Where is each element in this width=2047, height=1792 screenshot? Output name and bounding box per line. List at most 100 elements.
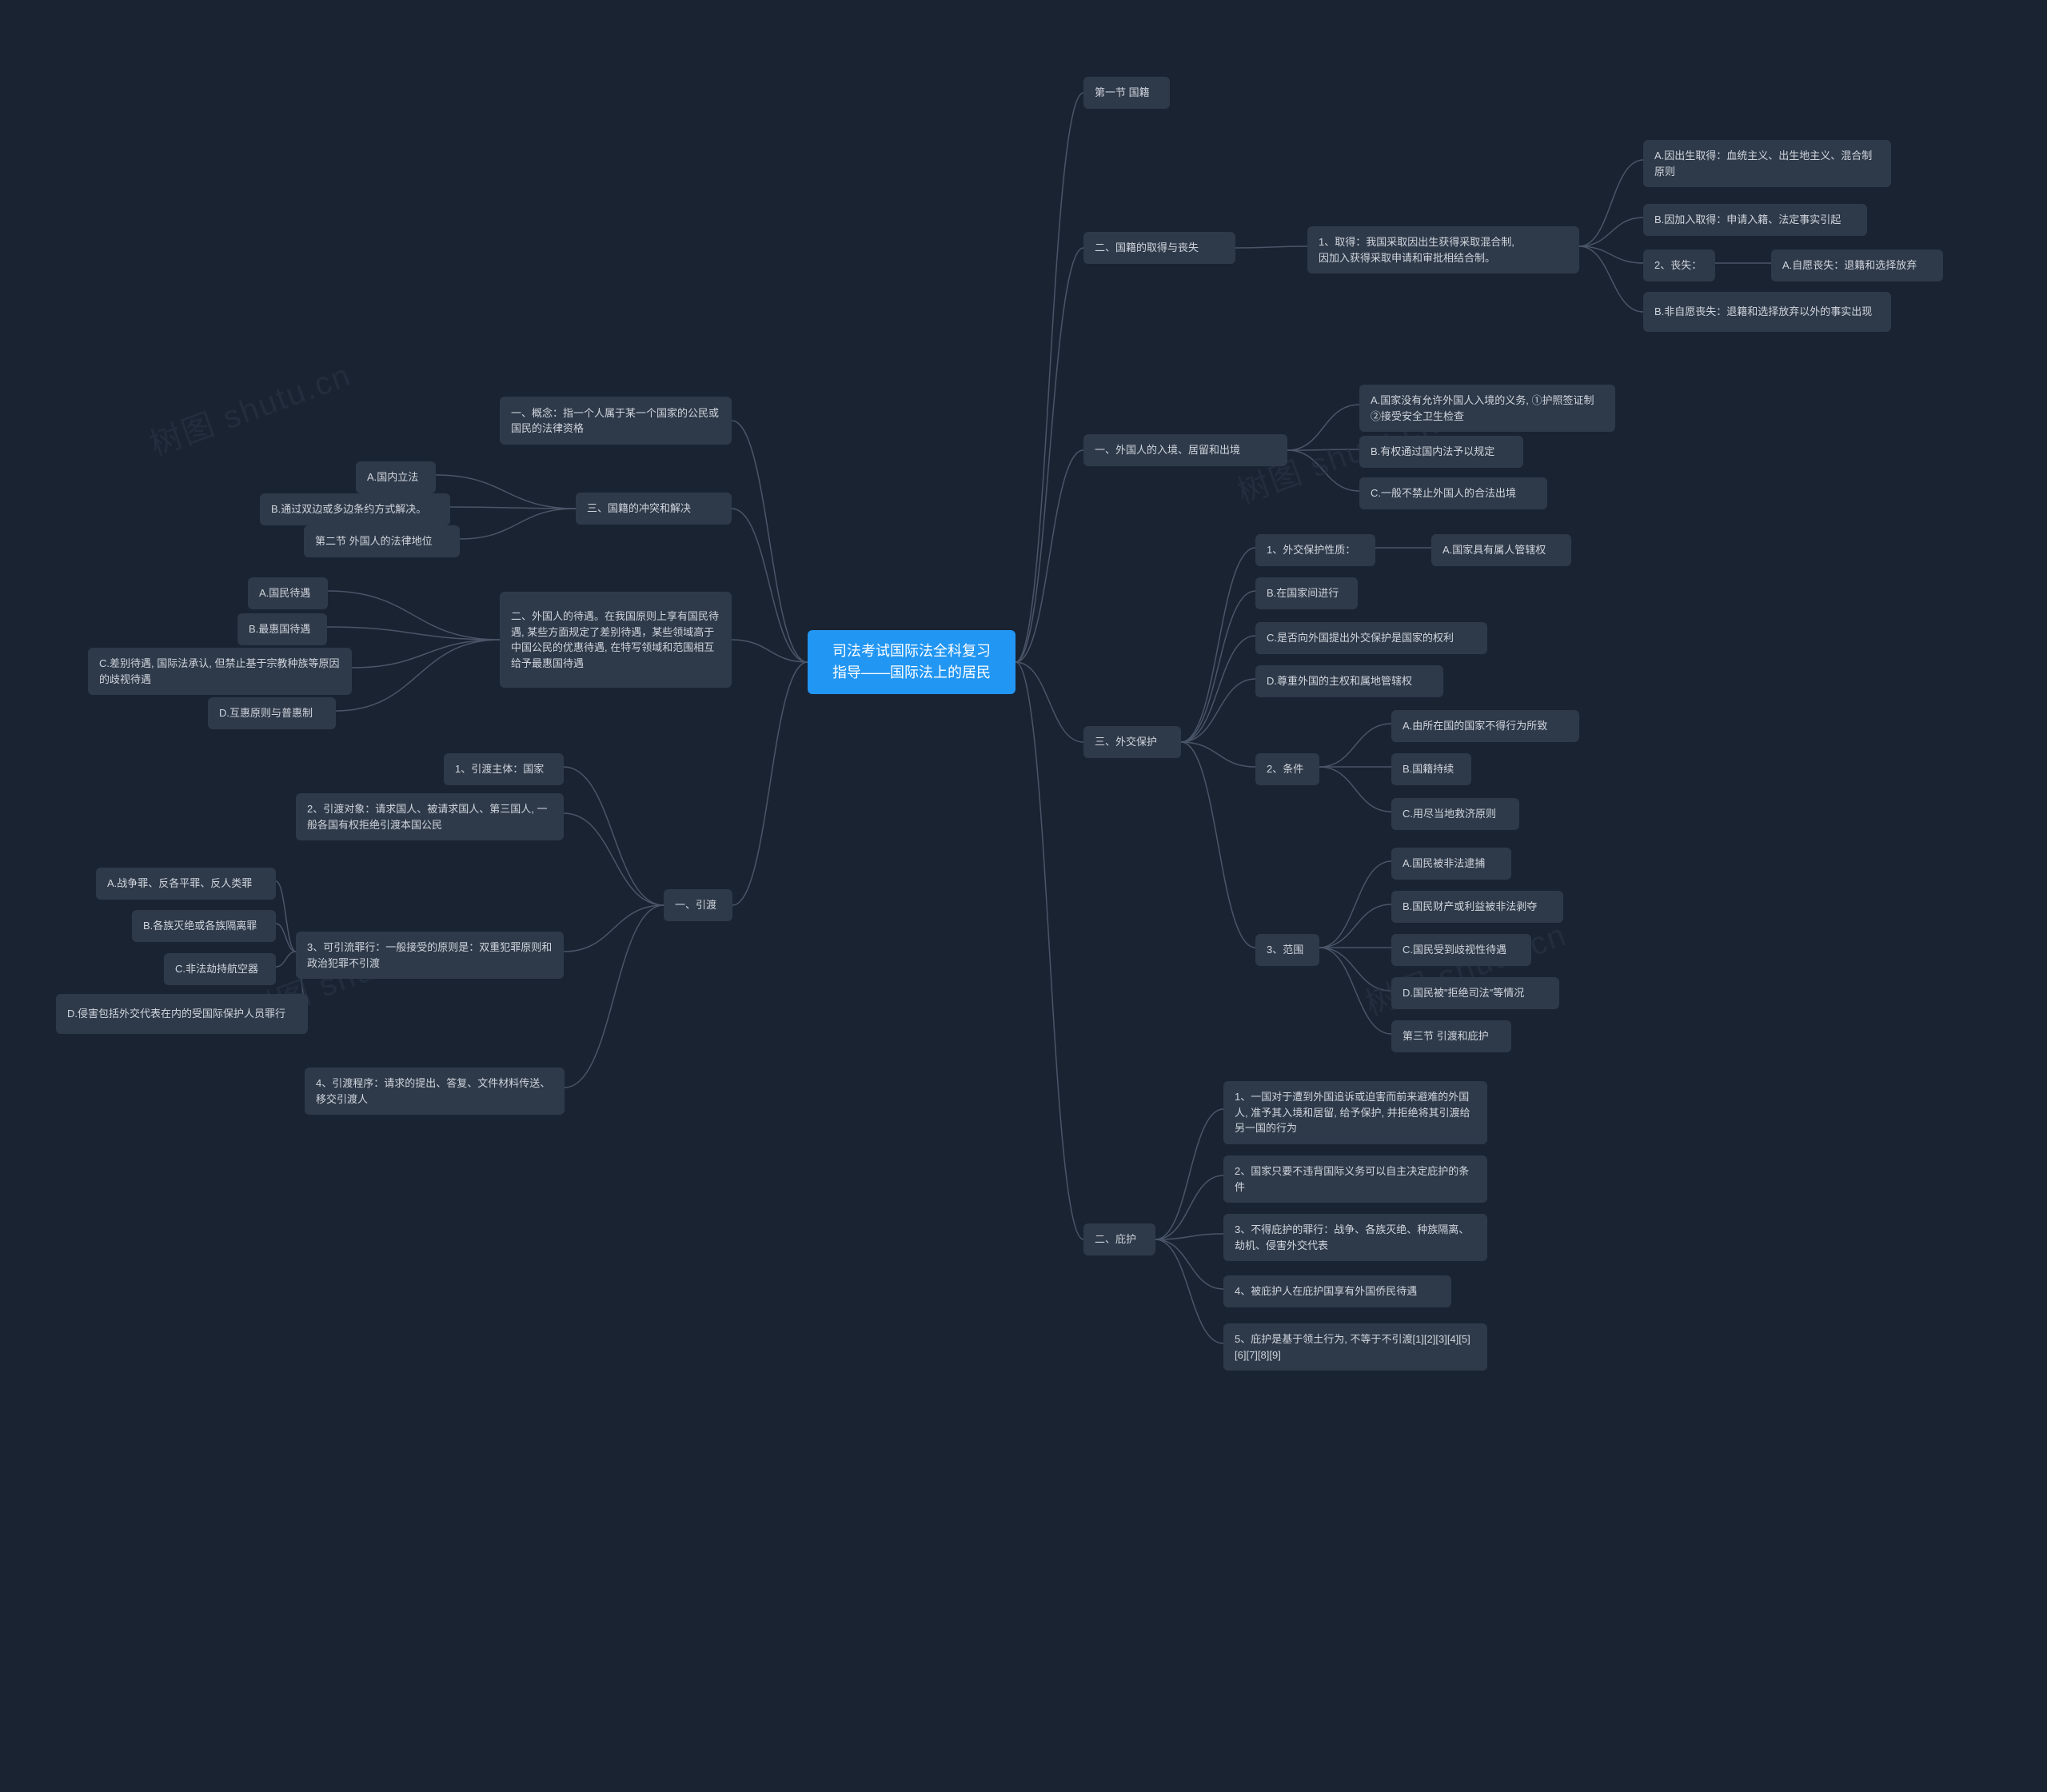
edge xyxy=(1319,948,1391,991)
node-label: 二、外国人的待遇。在我国原则上享有国民待遇, 某些方面规定了差别待遇，某些领域高… xyxy=(511,609,720,671)
node-R_asylum[interactable]: 二、庇护 xyxy=(1083,1223,1155,1255)
edge xyxy=(1181,591,1255,742)
node-R_dipl_1d[interactable]: D.尊重外国的主权和属地管辖权 xyxy=(1255,665,1443,697)
node-label: C.差别待遇, 国际法承认, 但禁止基于宗教种族等原因的歧视待遇 xyxy=(99,656,341,687)
node-label: 1、外交保护性质： xyxy=(1267,542,1355,558)
node-R_dipl_2a[interactable]: A.由所在国的国家不得行为所致 xyxy=(1391,710,1579,742)
node-R_entry_c[interactable]: C.一般不禁止外国人的合法出境 xyxy=(1359,477,1547,509)
node-R_asy_1[interactable]: 1、一国对于遭到外国追诉或迫害而前来避难的外国人, 准予其入境和居留, 给予保护… xyxy=(1223,1081,1487,1144)
node-R_acq_1[interactable]: 1、取得：我国采取因出生获得采取混合制, 因加入获得采取申请和审批相结合制。 xyxy=(1307,226,1579,273)
node-L_ex_3b[interactable]: B.各族灭绝或各族隔离罪 xyxy=(132,910,276,942)
node-L_ex_3c[interactable]: C.非法劫持航空器 xyxy=(164,953,276,985)
node-L_tr_d[interactable]: D.互惠原则与普惠制 xyxy=(208,697,336,729)
node-R_asy_5[interactable]: 5、庇护是基于领土行为, 不等于不引渡[1][2][3][4][5][6][7]… xyxy=(1223,1323,1487,1371)
node-R_dipl_3[interactable]: 3、范围 xyxy=(1255,934,1319,966)
node-L_concept[interactable]: 一、概念：指一个人属于某一个国家的公民或国民的法律资格 xyxy=(500,397,732,445)
node-R_dipl_3c[interactable]: C.国民受到歧视性待遇 xyxy=(1391,934,1531,966)
edge xyxy=(1579,246,1643,263)
node-R_entry_a[interactable]: A.国家没有允许外国人入境的义务, ①护照签证制②接受安全卫生检查 xyxy=(1359,385,1615,432)
node-label: A.国内立法 xyxy=(367,469,418,485)
node-R_dipl_3b[interactable]: B.国民财产或利益被非法剥夺 xyxy=(1391,891,1563,923)
edge xyxy=(1579,218,1643,246)
edge xyxy=(1235,246,1307,248)
edge xyxy=(1319,861,1391,948)
node-L_ex_4[interactable]: 4、引渡程序：请求的提出、答复、文件材料传送、移交引渡人 xyxy=(305,1068,565,1115)
node-L_tr_c[interactable]: C.差别待遇, 国际法承认, 但禁止基于宗教种族等原因的歧视待遇 xyxy=(88,648,352,695)
node-label: 第二节 外国人的法律地位 xyxy=(315,533,433,549)
node-R_dipl_2b[interactable]: B.国籍持续 xyxy=(1391,753,1471,785)
edge xyxy=(564,905,664,952)
node-R_dipl_2c[interactable]: C.用尽当地救济原则 xyxy=(1391,798,1519,830)
node-R_dipl_3e[interactable]: 第三节 引渡和庇护 xyxy=(1391,1020,1511,1052)
node-R_acquire[interactable]: 二、国籍的取得与丧失 xyxy=(1083,232,1235,264)
node-R_dipl_3a[interactable]: A.国民被非法逮捕 xyxy=(1391,848,1511,880)
edge xyxy=(1155,1239,1223,1289)
node-label: A.战争罪、反各平罪、反人类罪 xyxy=(107,876,252,892)
node-L_conf_a[interactable]: A.国内立法 xyxy=(356,461,436,493)
node-L_conflict[interactable]: 三、国籍的冲突和解决 xyxy=(576,493,732,525)
node-R_acq_2a[interactable]: A.自愿丧失：退籍和选择放弃 xyxy=(1771,249,1943,281)
node-L_conf_b[interactable]: B.通过双边或多边条约方式解决。 xyxy=(260,493,450,525)
node-L_ex_1[interactable]: 1、引渡主体：国家 xyxy=(444,753,564,785)
node-R_dipl_2[interactable]: 2、条件 xyxy=(1255,753,1319,785)
node-L_tr_b[interactable]: B.最惠国待遇 xyxy=(237,613,327,645)
node-label: 2、条件 xyxy=(1267,761,1303,777)
node-L_conf_c[interactable]: 第二节 外国人的法律地位 xyxy=(304,525,460,557)
node-R_dipl[interactable]: 三、外交保护 xyxy=(1083,726,1181,758)
edge xyxy=(460,509,576,539)
edge xyxy=(1181,742,1255,767)
node-label: D.侵害包括外交代表在内的受国际保护人员罪行 xyxy=(67,1006,285,1022)
node-label: C.非法劫持航空器 xyxy=(175,961,258,977)
node-L_ex_3[interactable]: 3、可引流罪行：一般接受的原则是：双重犯罪原则和政治犯罪不引渡 xyxy=(296,932,564,979)
edge xyxy=(1016,93,1083,662)
node-label: B.因加入取得：申请入籍、法定事实引起 xyxy=(1654,212,1841,228)
edge xyxy=(564,767,664,905)
node-label: A.国家没有允许外国人入境的义务, ①护照签证制②接受安全卫生检查 xyxy=(1371,393,1604,424)
node-R_dipl_1a[interactable]: A.国家具有属人管辖权 xyxy=(1431,534,1571,566)
root-label: 司法考试国际法全科复习 指导——国际法上的居民 xyxy=(832,641,991,684)
edge xyxy=(336,640,500,711)
node-R_asy_2[interactable]: 2、国家只要不违背国际义务可以自主决定庇护的条件 xyxy=(1223,1155,1487,1203)
node-label: D.尊重外国的主权和属地管辖权 xyxy=(1267,673,1412,689)
node-label: B.非自愿丧失：退籍和选择放弃以外的事实出现 xyxy=(1654,304,1872,320)
node-L_tr_a[interactable]: A.国民待遇 xyxy=(248,577,328,609)
node-R_asy_3[interactable]: 3、不得庇护的罪行：战争、各族灭绝、种族隔离、劫机、侵害外交代表 xyxy=(1223,1214,1487,1261)
node-R_dipl_1[interactable]: 1、外交保护性质： xyxy=(1255,534,1375,566)
node-label: 第三节 引渡和庇护 xyxy=(1403,1028,1489,1044)
node-label: A.国家具有属人管辖权 xyxy=(1442,542,1546,558)
node-R_sec1[interactable]: 第一节 国籍 xyxy=(1083,77,1170,109)
edge xyxy=(1016,662,1083,1239)
edge xyxy=(1319,904,1391,948)
node-L_ex_2[interactable]: 2、引渡对象：请求国人、被请求国人、第三国人, 一般各国有权拒绝引渡本国公民 xyxy=(296,793,564,840)
node-label: A.国民待遇 xyxy=(259,585,310,601)
node-L_extradite[interactable]: 一、引渡 xyxy=(664,889,732,921)
root-node[interactable]: 司法考试国际法全科复习 指导——国际法上的居民 xyxy=(808,630,1016,694)
node-L_treatment[interactable]: 二、外国人的待遇。在我国原则上享有国民待遇, 某些方面规定了差别待遇，某些领域高… xyxy=(500,592,732,688)
edge xyxy=(732,421,808,662)
node-R_entry_b[interactable]: B.有权通过国内法予以规定 xyxy=(1359,436,1523,468)
node-R_acq_1b[interactable]: B.因加入取得：申请入籍、法定事实引起 xyxy=(1643,204,1867,236)
mindmap-canvas: 树图 shutu.cn树图 shutu.cn树图 shutu.cn树图 shut… xyxy=(0,0,2047,1792)
node-R_acq_2[interactable]: 2、丧失： xyxy=(1643,249,1715,281)
edge xyxy=(1016,662,1083,742)
node-R_acq_2b[interactable]: B.非自愿丧失：退籍和选择放弃以外的事实出现 xyxy=(1643,292,1891,332)
edge xyxy=(732,662,808,905)
node-R_asy_4[interactable]: 4、被庇护人在庇护国享有外国侨民待遇 xyxy=(1223,1275,1451,1307)
node-L_ex_3a[interactable]: A.战争罪、反各平罪、反人类罪 xyxy=(96,868,276,900)
node-label: D.互惠原则与普惠制 xyxy=(219,705,313,721)
node-label: B.最惠国待遇 xyxy=(249,621,310,637)
edge xyxy=(276,924,296,952)
edge xyxy=(1579,246,1643,312)
edge xyxy=(565,905,664,1088)
node-R_dipl_1c[interactable]: C.是否向外国提出外交保护是国家的权利 xyxy=(1255,622,1487,654)
node-R_entry[interactable]: 一、外国人的入境、居留和出境 xyxy=(1083,434,1287,466)
node-R_dipl_3d[interactable]: D.国民被"拒绝司法"等情况 xyxy=(1391,977,1559,1009)
edge xyxy=(436,475,576,509)
node-R_dipl_1b[interactable]: B.在国家间进行 xyxy=(1255,577,1358,609)
edge xyxy=(1319,948,1391,1034)
node-L_ex_3d[interactable]: D.侵害包括外交代表在内的受国际保护人员罪行 xyxy=(56,994,308,1034)
node-R_acq_1a[interactable]: A.因出生取得：血统主义、出生地主义、混合制原则 xyxy=(1643,140,1891,187)
edge xyxy=(732,509,808,662)
node-label: B.在国家间进行 xyxy=(1267,585,1339,601)
node-label: A.因出生取得：血统主义、出生地主义、混合制原则 xyxy=(1654,148,1880,179)
